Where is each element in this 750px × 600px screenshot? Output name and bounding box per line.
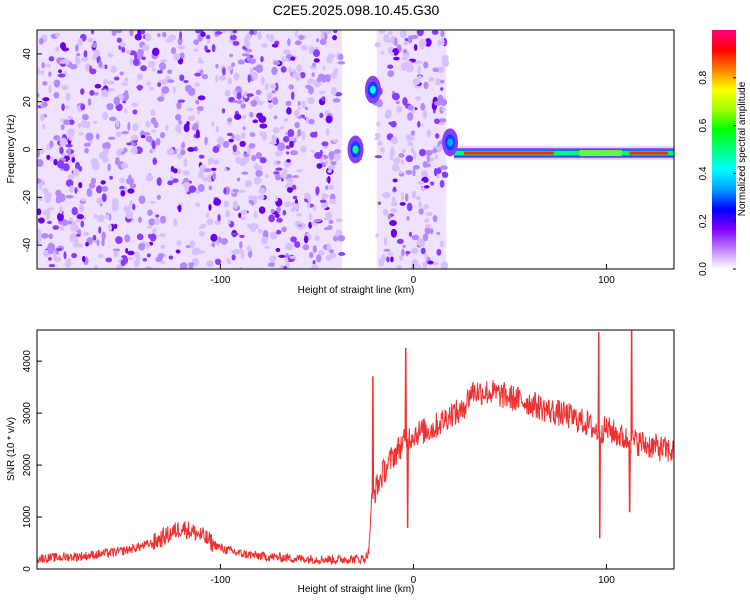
snr-background bbox=[37, 330, 674, 569]
spectrogram-panel: -100 0 100 -40 -20 0 20 40 Height of straight … bbox=[6, 29, 675, 296]
colorbar-tick-label: 0.4 bbox=[698, 166, 709, 180]
colorbar-tick-label: 0.2 bbox=[698, 214, 709, 228]
snr-y-ticks: 0 1000 2000 3000 4000 bbox=[22, 350, 42, 572]
x-tick-label: 100 bbox=[598, 275, 615, 286]
snr-y-label: SNR (10 * v/v) bbox=[6, 417, 17, 481]
burst bbox=[364, 75, 381, 104]
x-tick-label: -100 bbox=[210, 575, 230, 586]
figure-title: C2E5.2025.098.10.45.G30 bbox=[273, 2, 440, 18]
x-tick-label: -100 bbox=[210, 275, 230, 286]
burst bbox=[347, 135, 364, 164]
colorbar-tick-label: 0.6 bbox=[698, 118, 709, 132]
noise-region bbox=[373, 30, 450, 269]
colorbar-label: Normalized spectral amplitude bbox=[737, 81, 748, 216]
x-tick-label: 100 bbox=[598, 575, 615, 586]
snr-series-line bbox=[37, 330, 674, 566]
y-tick-label: 0 bbox=[22, 146, 33, 152]
spectrogram-x-ticks: -100 0 100 bbox=[210, 264, 615, 286]
noise-region bbox=[37, 30, 346, 269]
y-tick-label: 4000 bbox=[22, 350, 33, 373]
y-tick-label: 20 bbox=[22, 96, 33, 108]
y-tick-label: -20 bbox=[22, 190, 33, 205]
x-tick-label: 0 bbox=[411, 275, 417, 286]
burst bbox=[442, 128, 459, 157]
colorbar-scale bbox=[712, 30, 736, 269]
snr-panel: -100 0 100 0 1000 2000 3000 4000 Height of str… bbox=[6, 329, 675, 595]
spectrogram-x-label: Height of straight line (km) bbox=[298, 285, 415, 296]
y-tick-label: 1000 bbox=[22, 505, 33, 528]
spectrogram-image bbox=[37, 30, 674, 269]
colorbar-tick-label: 0.8 bbox=[698, 70, 709, 84]
y-tick-label: 40 bbox=[22, 48, 33, 60]
y-tick-label: -40 bbox=[22, 237, 33, 252]
colorbar-ticks: 0.0 0.2 0.4 0.6 0.8 bbox=[698, 70, 736, 276]
y-tick-label: 3000 bbox=[22, 402, 33, 425]
colorbar: 0.0 0.2 0.4 0.6 0.8 Normalized spectral ampl… bbox=[698, 30, 748, 276]
spectrogram-y-ticks: -40 -20 0 20 40 bbox=[22, 48, 42, 252]
snr-x-ticks: -100 0 100 bbox=[210, 564, 615, 586]
y-tick-label: 2000 bbox=[22, 454, 33, 477]
snr-plot-area bbox=[37, 330, 674, 566]
snr-frame bbox=[36, 329, 675, 570]
x-tick-label: 0 bbox=[411, 575, 417, 586]
colorbar-tick-label: 0.0 bbox=[698, 262, 709, 276]
snr-x-label: Height of straight line (km) bbox=[298, 584, 415, 595]
y-tick-label: 0 bbox=[22, 566, 33, 572]
spectrogram-y-label: Frequency (Hz) bbox=[6, 115, 17, 184]
carrier-line bbox=[453, 146, 674, 161]
